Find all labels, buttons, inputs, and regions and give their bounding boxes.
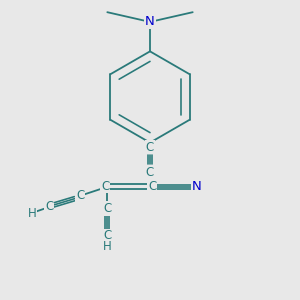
Text: N: N xyxy=(192,180,202,193)
Text: H: H xyxy=(28,207,37,220)
Text: C: C xyxy=(101,180,110,193)
Text: C: C xyxy=(76,189,84,202)
Text: C: C xyxy=(103,230,111,242)
Text: C: C xyxy=(45,200,53,213)
Text: C: C xyxy=(103,202,111,215)
Text: C: C xyxy=(146,166,154,178)
Text: C: C xyxy=(146,141,154,154)
Text: N: N xyxy=(145,15,155,28)
Text: H: H xyxy=(103,240,112,253)
Text: C: C xyxy=(148,180,156,193)
